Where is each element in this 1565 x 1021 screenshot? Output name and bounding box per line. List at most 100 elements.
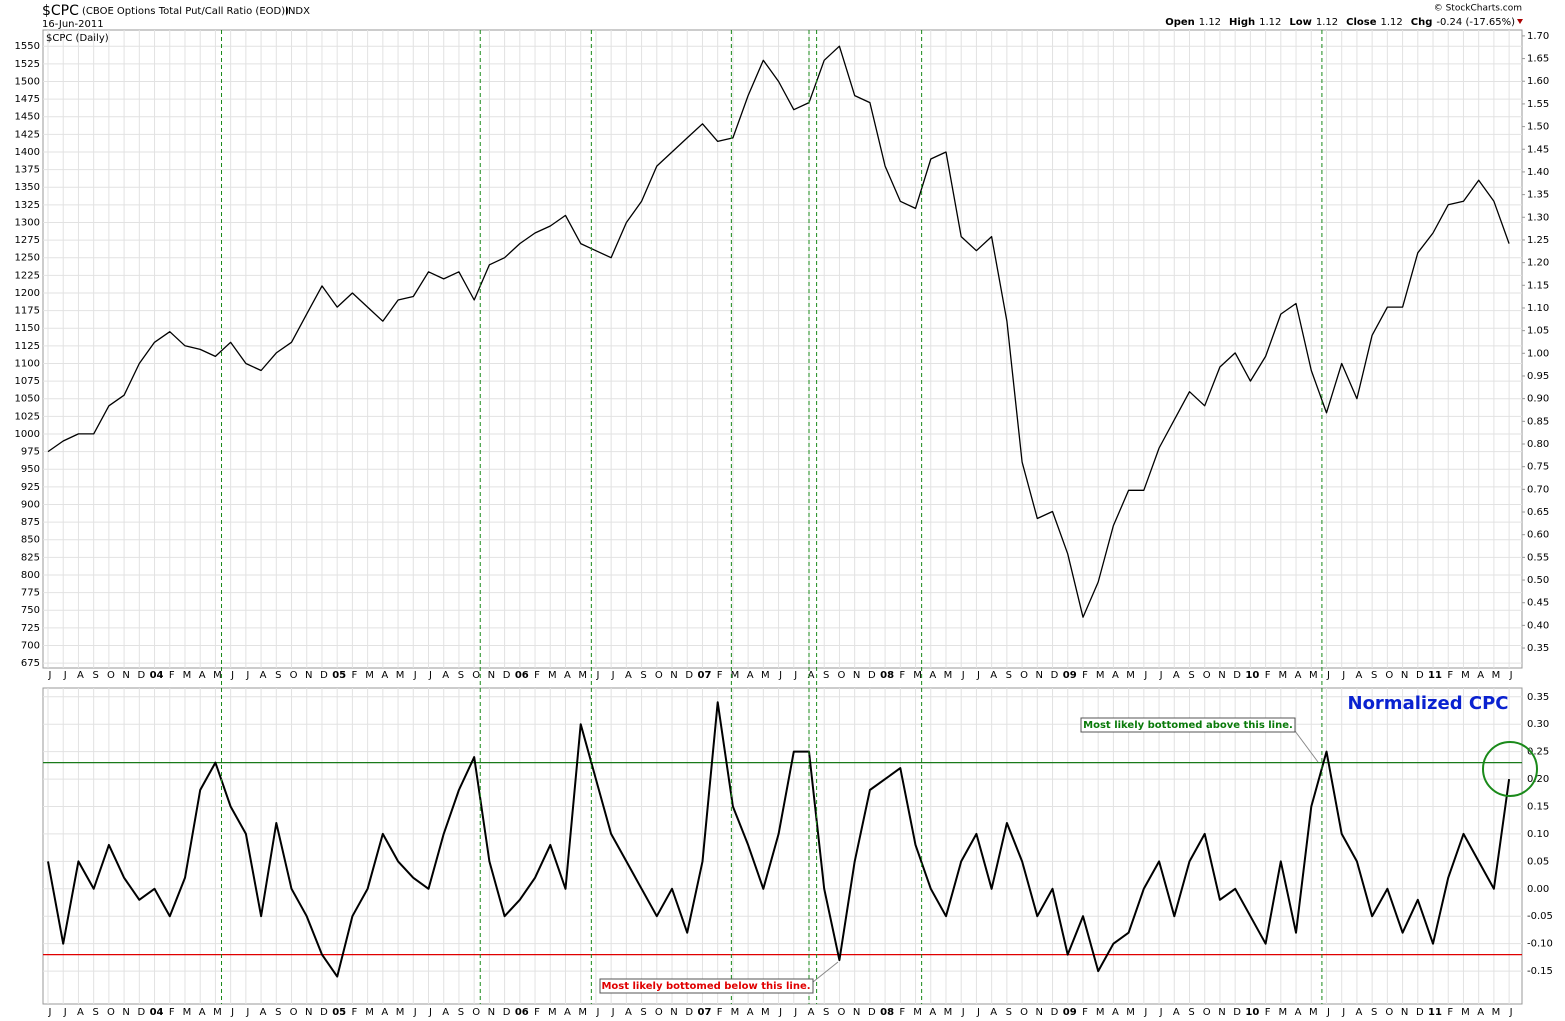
x-tick-label: J bbox=[1341, 670, 1345, 681]
x-tick-label: F bbox=[899, 670, 905, 681]
x-tick-label: N bbox=[1036, 1007, 1043, 1018]
x-tick-label: O bbox=[838, 670, 846, 681]
ohlc-label: Close bbox=[1346, 17, 1377, 28]
x-tick-label: A bbox=[199, 1007, 206, 1018]
x-tick-label: N bbox=[122, 1007, 129, 1018]
y2-tick-label: 0.45 bbox=[1527, 598, 1549, 609]
y-tick-label: -0.15 bbox=[1527, 966, 1553, 977]
y-tick-label: 0.25 bbox=[1527, 747, 1549, 758]
y2-tick-label: 0.60 bbox=[1527, 530, 1549, 541]
y-tick-label: 1325 bbox=[15, 200, 40, 211]
y-tick-label: 825 bbox=[21, 552, 40, 563]
y-tick-label: 875 bbox=[21, 517, 40, 528]
x-tick-label: S bbox=[92, 670, 98, 681]
x-tick-label: M bbox=[1309, 670, 1318, 681]
x-tick-label: F bbox=[1447, 670, 1453, 681]
x-tick-label: A bbox=[1355, 670, 1362, 681]
x-tick-label: D bbox=[1233, 1007, 1241, 1018]
x-tick-label: F bbox=[169, 670, 175, 681]
y2-tick-label: 1.70 bbox=[1527, 31, 1549, 42]
x-tick-label: J bbox=[48, 670, 52, 681]
y2-tick-label: 0.75 bbox=[1527, 462, 1549, 473]
x-tick-label: A bbox=[808, 1007, 815, 1018]
x-tick-label: O bbox=[107, 1007, 115, 1018]
x-tick-label: 05 bbox=[332, 1007, 346, 1018]
x-tick-label: M bbox=[731, 670, 740, 681]
x-tick-label: D bbox=[320, 670, 328, 681]
y-tick-label: 1425 bbox=[15, 129, 40, 140]
x-tick-label: F bbox=[534, 1007, 540, 1018]
chg-arrow bbox=[1517, 19, 1523, 24]
x-tick-label: M bbox=[548, 670, 557, 681]
x-tick-label: J bbox=[1326, 670, 1330, 681]
x-tick-label: A bbox=[1295, 670, 1302, 681]
x-tick-label: J bbox=[595, 1007, 599, 1018]
y2-tick-label: 0.65 bbox=[1527, 507, 1549, 518]
x-tick-label: S bbox=[458, 1007, 464, 1018]
y-tick-label: 1100 bbox=[15, 358, 40, 369]
y2-tick-label: 1.15 bbox=[1527, 280, 1549, 291]
ohlc-value: 1.12 bbox=[1199, 17, 1221, 28]
x-tick-label: S bbox=[1188, 670, 1194, 681]
annotation: Most likely bottomed below this line. bbox=[601, 981, 810, 992]
x-tick-label: S bbox=[640, 1007, 646, 1018]
y2-tick-label: 0.90 bbox=[1527, 394, 1549, 405]
y2-tick-label: 0.85 bbox=[1527, 416, 1549, 427]
y-tick-label: 800 bbox=[21, 570, 40, 581]
x-tick-label: O bbox=[1203, 1007, 1211, 1018]
y-tick-label: 1000 bbox=[15, 429, 40, 440]
ohlc-label: High bbox=[1229, 17, 1255, 28]
y-tick-label: 1475 bbox=[15, 94, 40, 105]
x-tick-label: M bbox=[396, 670, 405, 681]
x-tick-label: D bbox=[1416, 1007, 1424, 1018]
y-tick-label: 1025 bbox=[15, 411, 40, 422]
x-tick-label: M bbox=[731, 1007, 740, 1018]
y2-tick-label: 1.35 bbox=[1527, 190, 1549, 201]
x-tick-label: N bbox=[1218, 670, 1225, 681]
x-tick-label: 07 bbox=[697, 1007, 711, 1018]
top-frame bbox=[42, 29, 1523, 669]
x-tick-label: S bbox=[823, 1007, 829, 1018]
y2-tick-label: 0.95 bbox=[1527, 371, 1549, 382]
y-tick-label: 925 bbox=[21, 482, 40, 493]
x-tick-label: 08 bbox=[880, 1007, 894, 1018]
y2-tick-label: 0.80 bbox=[1527, 439, 1549, 450]
y2-tick-label: 0.35 bbox=[1527, 643, 1549, 654]
x-tick-label: M bbox=[1461, 1007, 1470, 1018]
x-tick-label: N bbox=[1036, 670, 1043, 681]
x-tick-label: 05 bbox=[332, 670, 346, 681]
highlight-circle bbox=[1482, 741, 1538, 797]
y-tick-label: 1075 bbox=[15, 376, 40, 387]
x-tick-label: M bbox=[913, 1007, 922, 1018]
x-tick-label: 04 bbox=[150, 1007, 164, 1018]
x-tick-label: A bbox=[1112, 1007, 1119, 1018]
x-tick-label: A bbox=[1477, 670, 1484, 681]
x-tick-label: S bbox=[1371, 670, 1377, 681]
x-tick-label: O bbox=[290, 1007, 298, 1018]
x-tick-label: J bbox=[245, 670, 249, 681]
x-tick-label: S bbox=[92, 1007, 98, 1018]
x-tick-label: J bbox=[1159, 670, 1163, 681]
x-tick-label: F bbox=[352, 1007, 358, 1018]
x-tick-label: O bbox=[1020, 1007, 1028, 1018]
x-tick-label: A bbox=[1295, 1007, 1302, 1018]
data-line bbox=[47, 45, 1510, 618]
x-tick-label: S bbox=[275, 670, 281, 681]
x-tick-label: J bbox=[778, 1007, 782, 1018]
x-tick-label: 07 bbox=[697, 670, 711, 681]
y-tick-label: 1500 bbox=[15, 76, 40, 87]
x-tick-label: N bbox=[305, 670, 312, 681]
x-tick-label: D bbox=[503, 1007, 511, 1018]
x-tick-label: M bbox=[548, 1007, 557, 1018]
x-tick-label: D bbox=[685, 670, 693, 681]
y-tick-label: 0.00 bbox=[1527, 884, 1549, 895]
x-tick-label: J bbox=[413, 1007, 417, 1018]
plot-layer: J J A S O N D 04 F M A M J J A S O N D 05 F M A M J J A S O N D 06 F M A M J… bbox=[15, 30, 1553, 1018]
x-tick-label: A bbox=[1477, 1007, 1484, 1018]
x-tick-label: J bbox=[793, 1007, 797, 1018]
x-tick-label: D bbox=[503, 670, 511, 681]
x-tick-label: N bbox=[853, 1007, 860, 1018]
y-tick-label: 0.20 bbox=[1527, 774, 1549, 785]
x-tick-label: M bbox=[1096, 1007, 1105, 1018]
y-tick-label: 1525 bbox=[15, 59, 40, 70]
